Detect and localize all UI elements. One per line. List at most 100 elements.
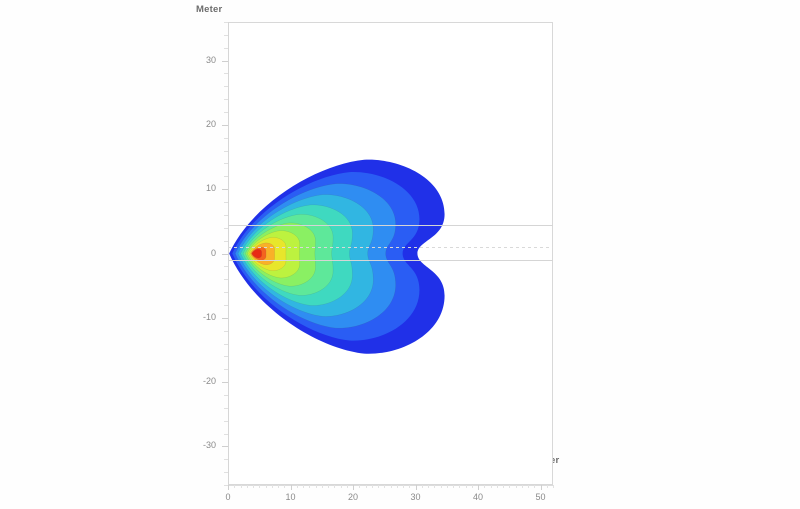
x-tick-mark [290,485,292,490]
y-tick-label: -10 [202,311,216,322]
y-tick-minor [224,292,228,294]
x-tick-minor [453,485,454,488]
x-tick-minor [459,485,461,488]
x-tick-minor [446,485,448,488]
x-tick-label: 20 [347,492,358,502]
y-tick-mark [222,60,228,62]
y-tick-minor [224,266,228,268]
x-tick-minor [509,485,511,488]
x-tick-label: 30 [410,492,421,502]
contour-line [246,230,300,279]
y-tick-label: 20 [205,118,216,129]
y-tick-minor [224,369,228,371]
y-tick-minor [224,99,228,101]
y-tick-mark [222,382,228,384]
x-tick-minor [371,485,373,488]
x-tick-mark [478,485,479,490]
x-tick-minor [484,485,486,488]
y-tick-minor [224,394,228,396]
x-tick-minor [284,485,286,488]
x-tick-minor [384,485,386,488]
reference-line [228,259,553,261]
y-tick-mark [222,253,228,255]
x-tick-minor [253,485,254,488]
x-tick-minor [490,485,492,488]
y-tick-minor [224,343,228,345]
x-tick-minor [278,485,279,488]
y-tick-minor [224,240,228,242]
y-tick-mark [222,124,228,126]
contour-line [244,222,316,287]
y-axis-label: Meter [196,4,223,15]
x-tick-minor [321,485,323,488]
contour-line [250,242,275,266]
reference-line [228,224,553,226]
x-tick-minor [303,485,304,488]
y-tick-minor [224,112,228,114]
y-tick-minor [224,150,228,152]
x-tick-minor [328,485,329,488]
x-tick-mark [353,485,354,490]
contour-line [248,237,287,272]
x-tick-minor [346,485,348,488]
x-tick-minor [553,485,554,488]
x-tick-mark [415,485,417,490]
x-tick-minor [246,485,248,488]
y-tick-minor [224,73,228,75]
x-tick-minor [515,485,517,488]
y-tick-minor [224,176,228,178]
x-tick-minor [334,485,336,488]
x-tick-label: 50 [535,492,546,502]
x-tick-minor [528,485,529,488]
y-tick-mark [222,189,228,191]
x-tick-minor [465,485,467,488]
y-tick-minor [224,227,228,229]
x-tick-minor [496,485,498,488]
x-tick-minor [234,485,236,488]
x-tick-minor [396,485,398,488]
y-tick-mark [222,446,228,448]
x-tick-minor [378,485,379,488]
y-tick-minor [224,202,228,204]
x-tick-minor [409,485,411,488]
y-tick-minor [224,304,228,306]
y-tick-label: -20 [202,376,216,387]
x-tick-minor [309,485,311,488]
x-tick-minor [315,485,317,488]
x-tick-minor [359,485,361,488]
contour-line [237,194,374,317]
x-tick-minor [265,485,267,488]
y-tick-minor [224,47,228,49]
x-tick-minor [390,485,392,488]
x-tick-minor [340,485,342,488]
y-tick-minor [224,163,228,165]
x-tick-minor [259,485,261,488]
x-tick-minor [440,485,442,488]
x-tick-minor [296,485,298,488]
x-tick-minor [403,485,404,488]
x-tick-minor [421,485,423,488]
y-tick-minor [224,420,228,422]
y-tick-label: 0 [210,247,216,258]
reference-line [228,247,553,249]
y-tick-label: 30 [205,54,216,65]
contour-line [251,249,262,259]
y-tick-minor [224,34,228,36]
x-tick-minor [521,485,523,488]
x-tick-minor [434,485,436,488]
y-tick-minor [224,22,228,23]
x-tick-minor [471,485,473,488]
x-tick-minor [546,485,548,488]
x-tick-mark [228,485,229,490]
contour-plume [228,22,553,485]
y-tick-minor [224,330,228,332]
x-tick-minor [503,485,504,488]
plume-svg [229,159,445,354]
contour-band [251,249,262,258]
contour-line [240,204,353,306]
y-tick-minor [224,407,228,409]
y-tick-label: 10 [205,183,216,194]
y-tick-label: -30 [202,440,216,451]
y-tick-minor [224,485,228,486]
